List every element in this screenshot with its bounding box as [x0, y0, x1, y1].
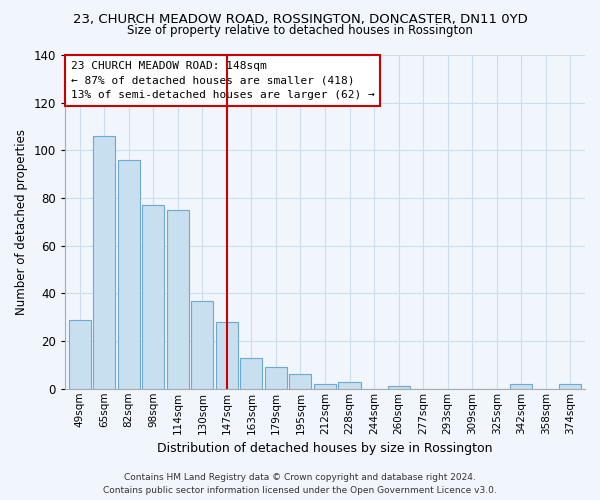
Bar — [314, 384, 336, 389]
Text: Contains HM Land Registry data © Crown copyright and database right 2024.
Contai: Contains HM Land Registry data © Crown c… — [103, 474, 497, 495]
Text: 23 CHURCH MEADOW ROAD: 148sqm
← 87% of detached houses are smaller (418)
13% of : 23 CHURCH MEADOW ROAD: 148sqm ← 87% of d… — [71, 60, 374, 100]
Bar — [338, 382, 361, 389]
Text: Size of property relative to detached houses in Rossington: Size of property relative to detached ho… — [127, 24, 473, 37]
Bar — [142, 205, 164, 389]
Bar — [191, 300, 214, 389]
Bar — [68, 320, 91, 389]
X-axis label: Distribution of detached houses by size in Rossington: Distribution of detached houses by size … — [157, 442, 493, 455]
Bar — [289, 374, 311, 389]
Bar — [510, 384, 532, 389]
Bar — [118, 160, 140, 389]
Bar — [388, 386, 410, 389]
Bar — [559, 384, 581, 389]
Bar — [241, 358, 262, 389]
Bar — [93, 136, 115, 389]
Bar — [167, 210, 189, 389]
Bar — [265, 368, 287, 389]
Bar — [216, 322, 238, 389]
Y-axis label: Number of detached properties: Number of detached properties — [15, 129, 28, 315]
Text: 23, CHURCH MEADOW ROAD, ROSSINGTON, DONCASTER, DN11 0YD: 23, CHURCH MEADOW ROAD, ROSSINGTON, DONC… — [73, 12, 527, 26]
